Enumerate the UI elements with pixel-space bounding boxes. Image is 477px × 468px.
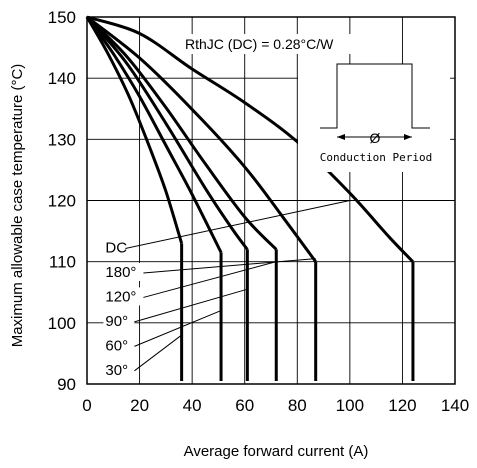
series-label-90deg: 90°	[105, 313, 128, 330]
x-tick-label-140: 140	[441, 396, 469, 415]
leader-line-120deg	[143, 261, 277, 298]
x-tick-label-60: 60	[235, 396, 254, 415]
conduction-period-inset: Ø Conduction Period	[181, 34, 450, 172]
series-curve-30deg	[85, 16, 184, 244]
leader-line-90deg	[134, 288, 248, 323]
series-label-dc: DC	[105, 239, 127, 256]
y-tick-label-100: 100	[48, 314, 76, 333]
y-tick-label-130: 130	[48, 130, 76, 149]
series-label-bg-120deg	[103, 287, 144, 306]
annotation-background	[181, 34, 359, 54]
series-label-bg-dc	[103, 238, 126, 257]
series-label-30deg: 30°	[105, 362, 128, 379]
inset-waveform	[320, 63, 430, 129]
rth-annotation: RthJC (DC) = 0.28°C/W	[185, 36, 334, 52]
x-tick-label-0: 0	[82, 396, 91, 415]
x-tick-label-80: 80	[288, 396, 307, 415]
y-tick-label-150: 150	[48, 8, 76, 27]
x-tick-label-20: 20	[130, 396, 149, 415]
series-curves	[85, 15, 415, 381]
inset-arrowhead-right	[404, 134, 412, 140]
series-label-60deg: 60°	[105, 337, 128, 354]
series-curve-dc	[86, 15, 414, 263]
axes	[86, 16, 456, 385]
leader-line-dc	[125, 200, 350, 249]
inset-background	[298, 64, 450, 172]
series-curve-90deg	[85, 16, 249, 251]
label-leader-lines: DC 180° 120° 90° 60° 30°	[103, 200, 350, 379]
x-tick-label-40: 40	[183, 396, 202, 415]
inset-arrowhead-left	[337, 134, 345, 140]
tick-labels: 0 20 40 60 80 100 120 140 90 100 110 120 130 140 150	[48, 8, 470, 415]
series-label-bg-180deg	[103, 262, 144, 281]
y-tick-label-90: 90	[57, 375, 76, 394]
x-tick-label-100: 100	[336, 396, 364, 415]
inset-phase-symbol: Ø	[370, 130, 381, 146]
series-label-bg-60deg	[103, 336, 135, 355]
leader-line-180deg	[143, 258, 316, 274]
series-curve-60deg	[85, 16, 223, 254]
series-curve-180deg	[86, 15, 317, 263]
leader-line-30deg	[134, 334, 182, 372]
y-tick-label-120: 120	[48, 192, 76, 211]
leader-line-60deg	[134, 310, 222, 347]
series-label-bg-90deg	[103, 311, 135, 330]
plot-frame	[86, 16, 456, 385]
series-label-bg-30deg	[103, 360, 135, 379]
series-curve-120deg	[85, 15, 278, 251]
inset-caption: Conduction Period	[320, 151, 433, 164]
series-label-180deg: 180°	[105, 264, 136, 281]
series-label-120deg: 120°	[105, 288, 136, 305]
x-axis-title: Average forward current (A)	[184, 443, 369, 460]
y-tick-label-140: 140	[48, 69, 76, 88]
x-tick-label-120: 120	[388, 396, 416, 415]
y-tick-label-110: 110	[49, 253, 76, 272]
y-axis-title: Maximum allowable case temperature (°C)	[9, 64, 26, 348]
